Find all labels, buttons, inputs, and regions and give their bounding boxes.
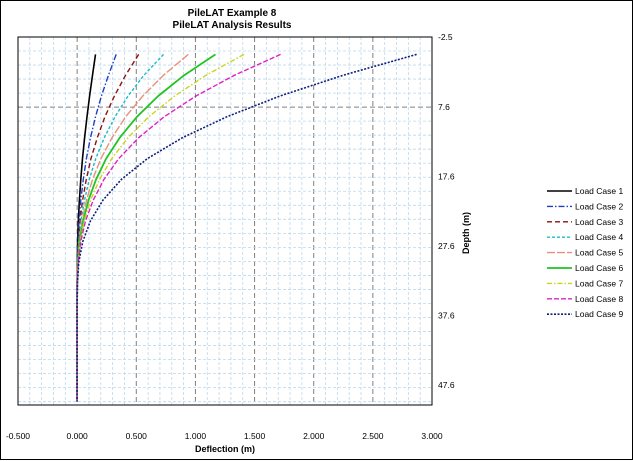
series-line-3 <box>76 54 140 402</box>
y-tick-label: 47.6 <box>438 380 455 390</box>
series-line-4 <box>76 53 165 402</box>
legend-label-9: Load Case 9 <box>575 309 623 319</box>
x-axis-title: Deflection (m) <box>195 444 255 454</box>
x-tick-label: 2.000 <box>303 431 325 441</box>
x-tick-label: 0.500 <box>126 431 148 441</box>
grid <box>18 37 432 405</box>
y-tick-label: 7.6 <box>438 102 450 112</box>
x-tick-labels: -0.500 0.000 0.500 1.000 1.500 2.000 2.500 3.00… <box>6 431 443 441</box>
y-tick-label: -2.5 <box>438 32 453 42</box>
legend-label-8: Load Case 8 <box>575 294 623 304</box>
y-tick-label: 17.6 <box>438 172 455 182</box>
chart-subtitle: PileLAT Analysis Results <box>173 20 292 31</box>
y-tick-label: 27.6 <box>438 241 455 251</box>
chart-title: PileLAT Example 8 <box>188 8 277 19</box>
legend-label-1: Load Case 1 <box>575 186 623 196</box>
legend-label-5: Load Case 5 <box>575 248 623 258</box>
legend-label-3: Load Case 3 <box>575 217 623 227</box>
x-tick-label: 1.000 <box>185 431 207 441</box>
series-line-9 <box>76 53 417 402</box>
y-tick-label: 37.6 <box>438 310 455 320</box>
legend: Load Case 1 Load Case 2 Load Case 3 Load Ca… <box>547 186 623 319</box>
y-tick-labels: -2.5 7.6 17.6 27.6 37.6 47.6 <box>438 32 455 390</box>
x-tick-label: 0.000 <box>67 431 89 441</box>
series-lines <box>76 53 417 402</box>
x-tick-label: 2.500 <box>362 431 384 441</box>
legend-label-2: Load Case 2 <box>575 201 623 211</box>
legend-label-4: Load Case 4 <box>575 232 623 242</box>
y-axis-title: Depth (m) <box>461 212 471 254</box>
x-tick-label: 3.000 <box>421 431 443 441</box>
legend-label-6: Load Case 6 <box>575 263 623 273</box>
plot-area-border <box>17 36 433 406</box>
legend-label-7: Load Case 7 <box>575 278 623 288</box>
x-tick-label: 1.500 <box>244 431 266 441</box>
series-line-8 <box>76 53 281 402</box>
x-tick-label: -0.500 <box>6 431 30 441</box>
